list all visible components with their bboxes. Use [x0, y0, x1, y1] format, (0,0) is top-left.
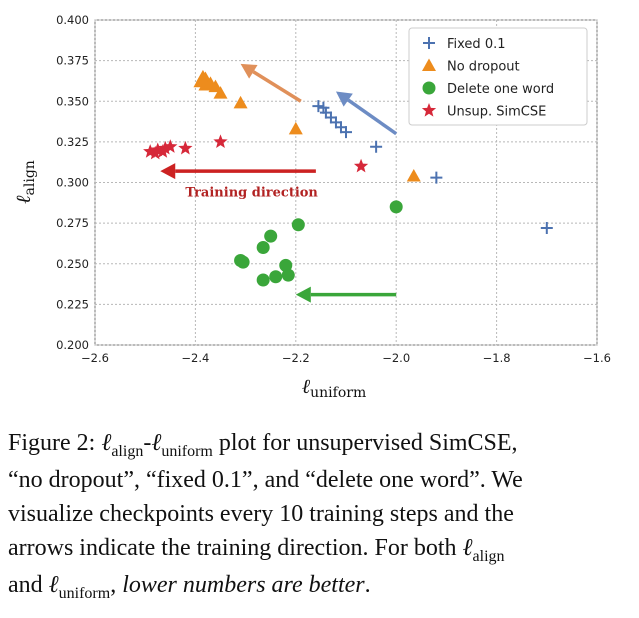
data-point-circle	[269, 270, 283, 284]
x-tick-label: −1.6	[583, 351, 611, 365]
data-point-circle	[279, 258, 293, 272]
direction-arrowhead	[295, 286, 311, 303]
direction-arrow	[347, 98, 398, 136]
data-point-star	[158, 140, 173, 155]
data-point-circle	[389, 200, 403, 214]
data-point-plus	[430, 171, 443, 184]
legend-label: No dropout	[447, 60, 520, 75]
caption-line-5: and ℓuniform, lower numbers are better.	[8, 572, 371, 602]
data-point-plus	[540, 222, 553, 234]
legend-label: Delete one word	[447, 82, 554, 97]
legend-box	[408, 27, 588, 126]
training-direction-annotation: Training direction	[185, 185, 318, 200]
figure-caption: Figure 2: ℓalign-ℓuniform plot for unsup…	[8, 426, 631, 605]
direction-arrowhead	[160, 163, 176, 180]
y-tick-label: 0.225	[56, 297, 89, 311]
data-point-circle	[256, 241, 270, 254]
y-tick-label: 0.375	[56, 54, 89, 68]
direction-arrows	[160, 63, 398, 303]
data-point-star	[213, 134, 228, 148]
caption-line-2: “no dropout”, “fixed 0.1”, and “delete o…	[8, 467, 523, 493]
x-axis-label: ℓuniform	[302, 374, 366, 401]
x-tick-label: −1.8	[483, 351, 511, 365]
data-point-circle	[236, 255, 250, 269]
scatter-points	[143, 69, 553, 287]
annotations: Training direction	[185, 185, 318, 200]
data-point-triangle	[213, 86, 228, 99]
data-point-circle	[281, 268, 295, 282]
data-point-plus	[370, 140, 383, 153]
x-tick-label: −2.2	[282, 351, 310, 365]
y-tick-label: 0.200	[56, 338, 89, 352]
y-axis-label: ℓalign	[11, 160, 38, 204]
data-point-star	[178, 140, 193, 155]
alignment-uniformity-chart: −2.6 −2.4 −2.2 −2.0 −1.8 −1.6 0.200 0.225 0.250 0…	[11, 13, 611, 401]
direction-arrow	[252, 70, 302, 103]
data-point-triangle	[233, 95, 248, 109]
x-tick-label: −2.6	[81, 351, 109, 365]
data-point-star	[353, 158, 369, 173]
data-point-plus	[312, 100, 325, 113]
legend-marker-star	[421, 103, 437, 117]
y-tick-label: 0.400	[56, 13, 89, 27]
direction-arrowhead	[240, 63, 258, 79]
y-tick-label: 0.350	[56, 94, 89, 108]
x-tick-label: −2.0	[382, 351, 410, 365]
data-point-triangle	[288, 121, 303, 135]
data-point-star	[163, 139, 178, 153]
caption-line-4: arrows indicate the training direction. …	[8, 535, 505, 565]
legend-label: Unsup. SimCSE	[447, 105, 546, 120]
caption-line-3: visualize checkpoints every 10 training …	[8, 501, 514, 527]
data-point-circle	[256, 273, 270, 287]
data-point-circle	[264, 229, 278, 243]
legend-marker-plus	[423, 37, 435, 49]
y-tick-label: 0.325	[56, 135, 89, 149]
y-tick-label: 0.275	[56, 216, 89, 230]
caption-line-1: Figure 2: ℓalign-ℓuniform plot for unsup…	[8, 430, 518, 460]
x-tick-label: −2.4	[181, 351, 209, 365]
legend: Fixed 0.1 No dropout Delete one word Unsup.…	[408, 27, 588, 126]
legend-label: Fixed 0.1	[447, 37, 506, 52]
y-tick-label: 0.300	[56, 176, 89, 190]
data-point-circle	[291, 218, 305, 232]
legend-marker-triangle	[422, 58, 436, 71]
direction-arrowhead	[335, 91, 353, 107]
axis-ticks: −2.6 −2.4 −2.2 −2.0 −1.8 −1.6 0.200 0.225 0.250 0…	[56, 13, 611, 365]
legend-marker-circle	[422, 81, 436, 95]
data-point-triangle	[406, 169, 421, 182]
data-point-plus	[340, 126, 352, 139]
y-tick-label: 0.250	[56, 257, 89, 271]
